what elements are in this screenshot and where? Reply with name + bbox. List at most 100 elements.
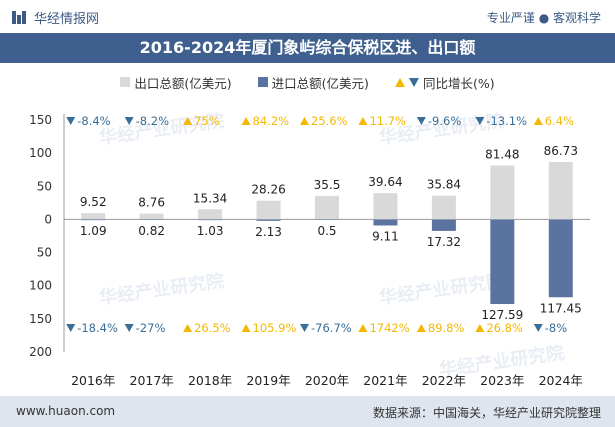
export-growth-label: 84.2% — [253, 114, 290, 128]
import-bar — [431, 219, 456, 231]
triangle-up-icon — [358, 117, 368, 125]
import-value-label: 0.5 — [317, 224, 336, 238]
triangle-down-icon — [408, 77, 419, 87]
legend-import-label: 进口总额(亿美元) — [271, 75, 369, 91]
bar-chart-logo-icon — [12, 11, 26, 24]
export-value-label: 28.26 — [251, 183, 285, 197]
triangle-up-icon — [416, 324, 426, 332]
import-bar — [373, 219, 398, 226]
import-growth-label: -27% — [136, 321, 166, 335]
y-tick-label: 150 — [29, 312, 52, 326]
triangle-up-icon — [300, 117, 309, 125]
x-tick-label: 2019年 — [246, 373, 290, 388]
triangle-up-icon — [533, 117, 543, 125]
legend-growth-label: 同比增长(%) — [422, 75, 495, 91]
import-bar — [81, 219, 106, 221]
import-bar — [490, 219, 515, 305]
chart-title: 2016-2024年厦门象屿综合保税区进、出口额 — [0, 33, 615, 63]
triangle-down-icon — [66, 117, 76, 125]
watermark-text: 华经产业研究院 — [378, 270, 506, 309]
import-bar — [256, 219, 281, 221]
export-bar — [198, 209, 223, 220]
export-bar — [81, 213, 106, 220]
x-tick-label: 2021年 — [363, 373, 407, 388]
export-growth-label: -9.6% — [428, 114, 461, 128]
export-bar — [431, 195, 456, 220]
import-value-label: 1.03 — [197, 224, 224, 238]
import-growth-label: -8% — [545, 321, 567, 335]
bars — [81, 161, 573, 305]
triangle-up-icon — [183, 117, 193, 125]
export-value-label: 15.34 — [193, 191, 227, 205]
import-value-label: 17.32 — [427, 235, 461, 249]
import-bar — [139, 219, 164, 220]
triangle-down-icon — [66, 324, 76, 332]
triangle-down-icon — [475, 117, 485, 125]
triangle-down-icon — [533, 324, 543, 332]
import-growth-label: 105.9% — [253, 321, 297, 335]
y-tick-label: 150 — [29, 113, 52, 127]
y-tick-label: 100 — [29, 146, 52, 160]
import-bar — [198, 219, 223, 221]
import-growth-label: -76.7% — [311, 321, 352, 335]
import-value-label: 127.59 — [481, 308, 523, 322]
export-value-label: 39.64 — [368, 175, 402, 189]
export-growth-label: 11.7% — [369, 114, 406, 128]
export-growth-label: -8.2% — [136, 114, 169, 128]
brand-name: 华经情报网 — [34, 12, 100, 27]
triangle-up-icon — [475, 324, 485, 332]
x-tick-label: 2020年 — [305, 373, 349, 388]
export-growth-label: -13.1% — [486, 114, 527, 128]
export-growth-label: 75% — [194, 114, 220, 128]
import-growth-label: 89.8% — [428, 321, 465, 335]
export-value-label: 8.76 — [138, 196, 165, 210]
legend-export-swatch — [120, 77, 131, 87]
import-value-label: 1.09 — [80, 224, 107, 238]
legend-export-label: 出口总额(亿美元) — [134, 75, 232, 91]
y-tick-label: 50 — [37, 179, 52, 193]
brand: 华经情报网 — [12, 8, 99, 27]
x-tick-label: 2022年 — [422, 373, 466, 388]
import-value-label: 2.13 — [255, 225, 282, 239]
export-value-label: 9.52 — [80, 195, 107, 209]
export-growth-label: 6.4% — [545, 114, 574, 128]
x-tick-label: 2017年 — [130, 373, 174, 388]
watermark-text: 华经产业研究院 — [98, 270, 226, 309]
x-tick-label: 2023年 — [480, 373, 524, 388]
x-tick-label: 2024年 — [539, 373, 583, 388]
triangle-up-icon — [241, 117, 251, 125]
x-tick-label: 2016年 — [71, 373, 115, 388]
legend-import-swatch — [257, 77, 268, 87]
export-bar — [548, 161, 573, 220]
export-growth-label: 25.6% — [311, 114, 348, 128]
import-bar — [548, 219, 573, 298]
triangle-up-icon — [241, 324, 251, 332]
footer-source: 数据来源：中国海关，华经产业研究院整理 — [372, 406, 601, 420]
footer-website: www.huaon.com — [16, 404, 116, 418]
data-labels: 9.52 1.09 -8.4% -18.4% 8.76 0.82 -8.2% -27% 15.3… — [66, 114, 582, 335]
export-bar — [315, 195, 339, 220]
legend-export: 出口总额(亿美元) — [120, 72, 232, 92]
legend-import: 进口总额(亿美元) — [257, 72, 369, 92]
export-growth-label: -8.4% — [77, 114, 110, 128]
legend: 出口总额(亿美元) 进口总额(亿美元) 同比增长(%) — [0, 72, 615, 92]
export-bar — [373, 193, 398, 220]
export-bar — [256, 200, 281, 220]
export-value-label: 35.5 — [314, 178, 341, 192]
tagline: 专业严谨 ● 客观科学 — [486, 11, 601, 25]
triangle-down-icon — [124, 324, 134, 332]
export-value-label: 81.48 — [485, 147, 519, 161]
legend-growth: 同比增长(%) — [394, 72, 495, 92]
import-growth-label: -18.4% — [77, 321, 118, 335]
import-value-label: 117.45 — [540, 301, 582, 315]
triangle-up-icon — [358, 324, 368, 332]
triangle-up-icon — [394, 77, 405, 87]
export-value-label: 35.84 — [427, 178, 461, 192]
y-tick-label: 100 — [29, 279, 52, 293]
import-value-label: 9.11 — [372, 229, 399, 243]
import-bar — [315, 219, 339, 220]
y-tick-label: 0 — [44, 212, 52, 226]
import-growth-label: 26.8% — [486, 321, 523, 335]
export-bar — [490, 165, 515, 220]
